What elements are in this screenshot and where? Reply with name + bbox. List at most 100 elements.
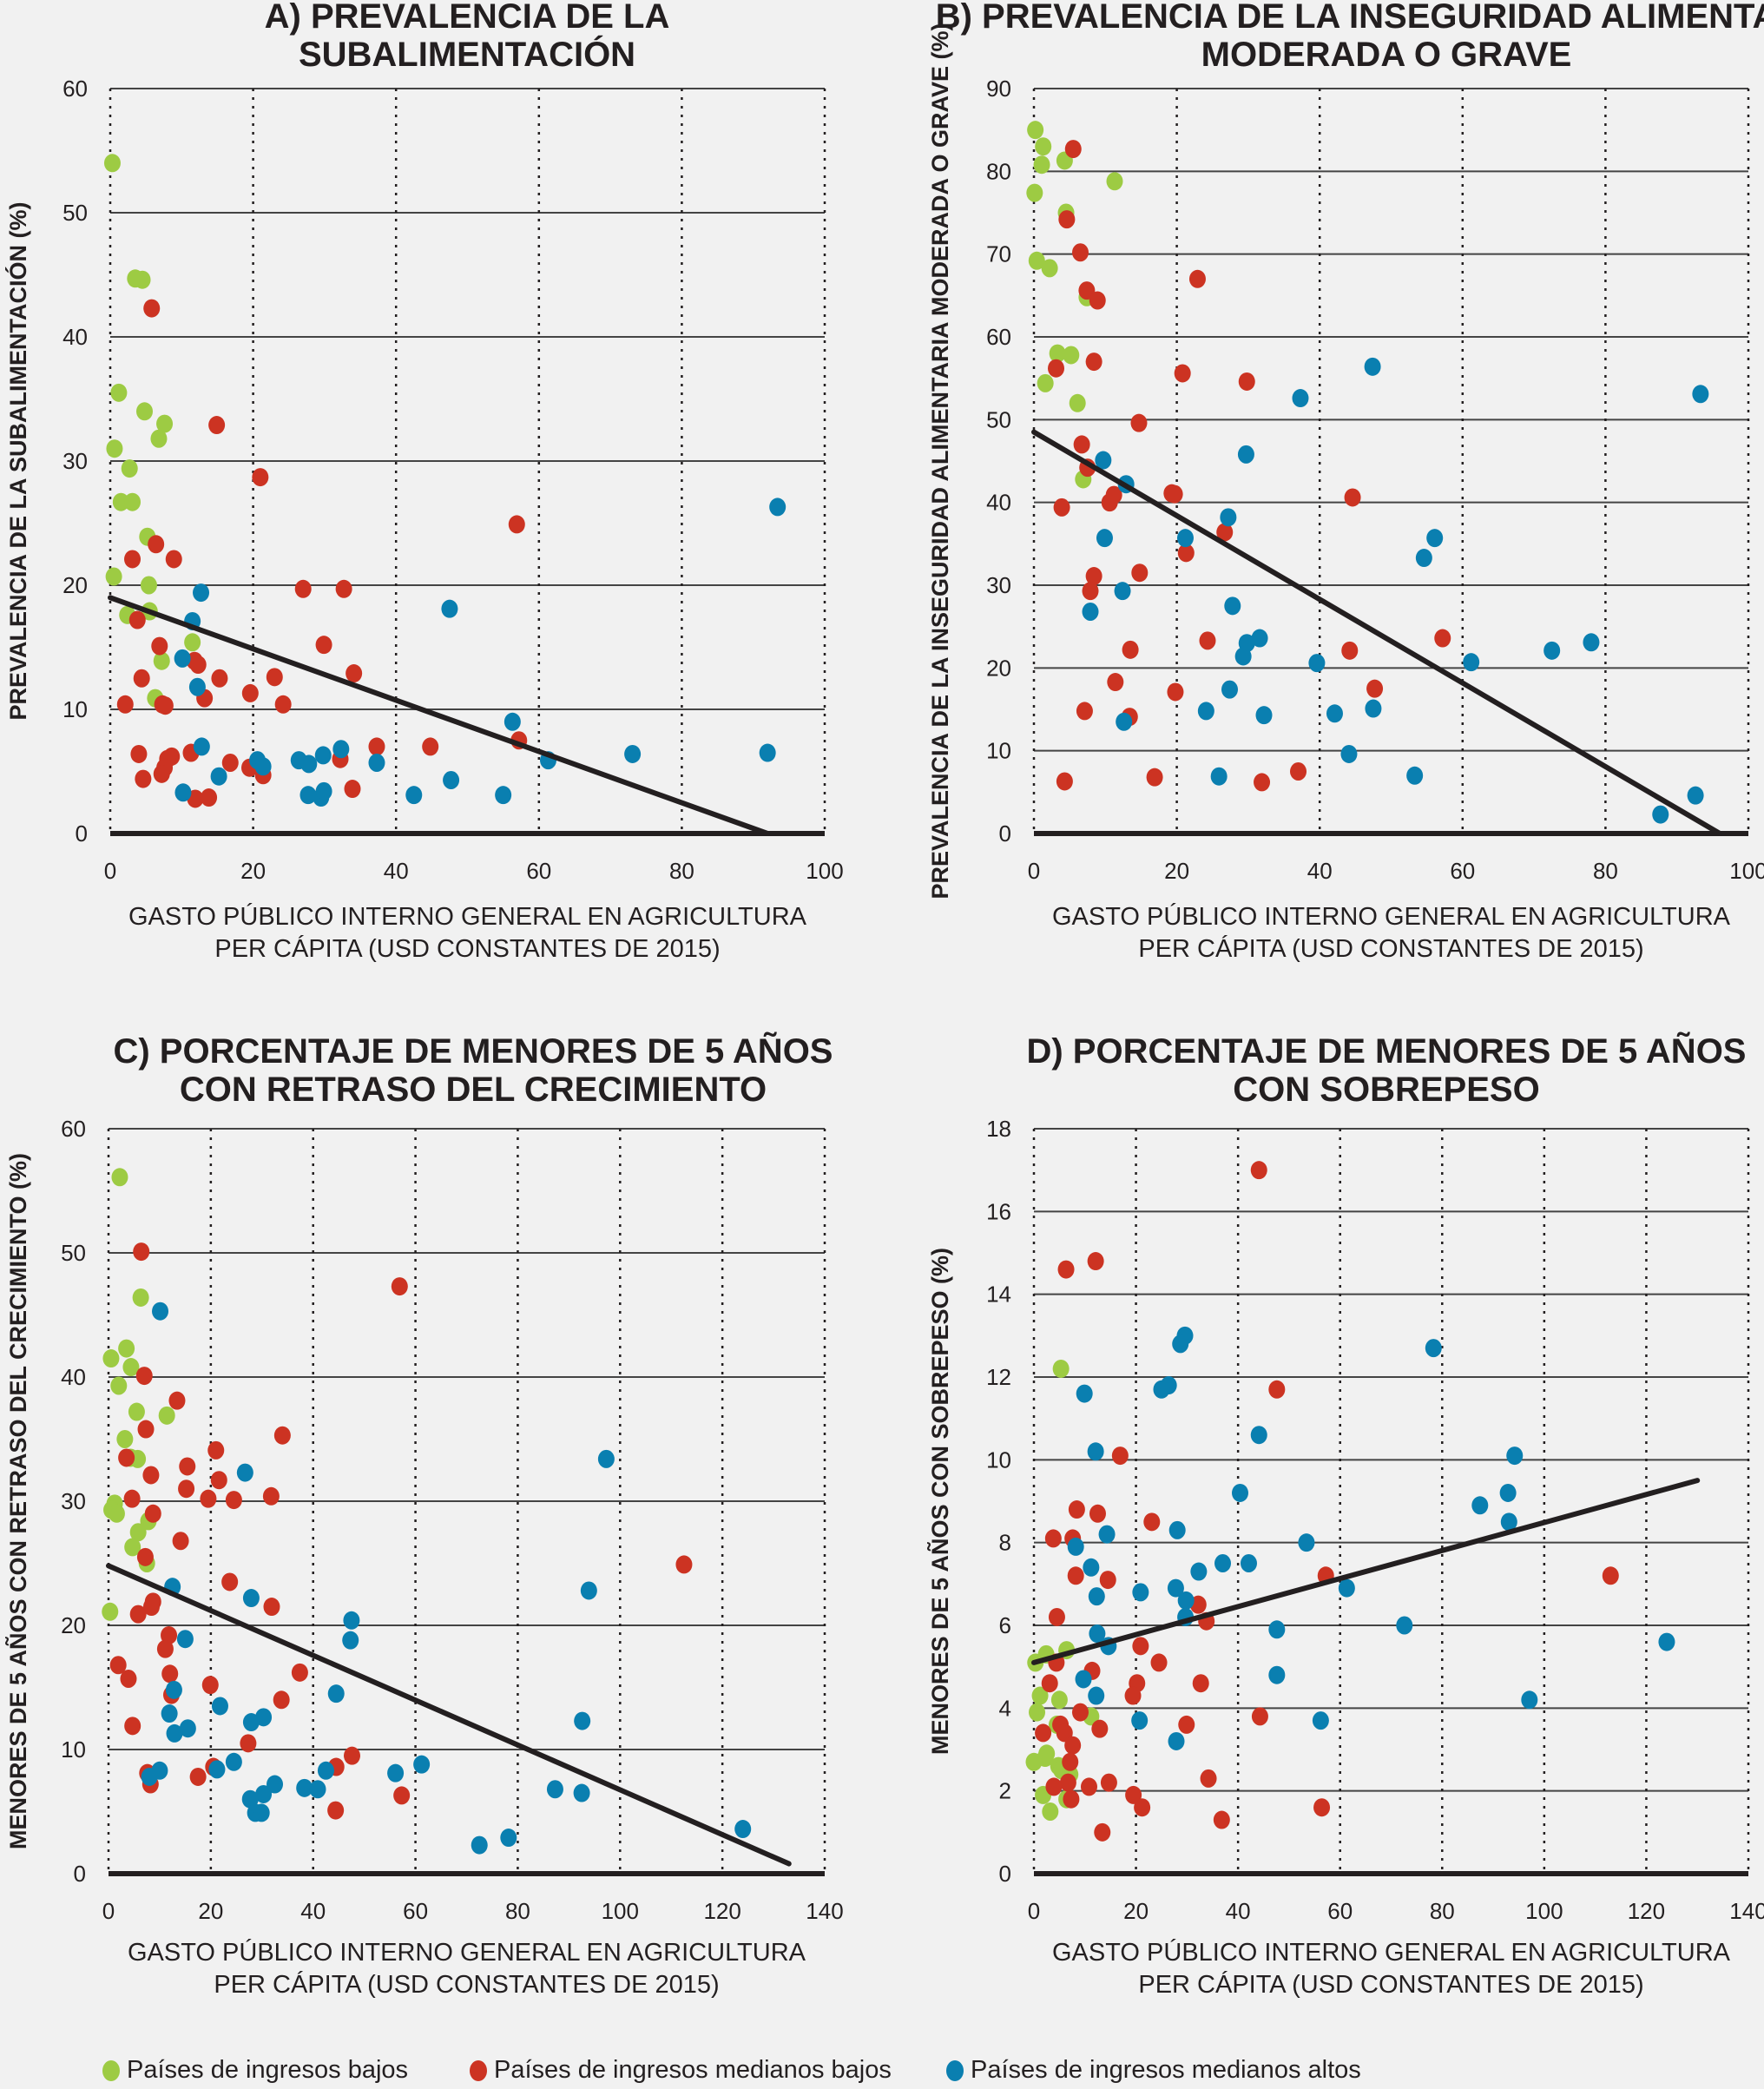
data-point-umid: [1499, 1483, 1517, 1502]
x-tick-label: 0: [104, 858, 116, 884]
data-point-umid: [1500, 1512, 1517, 1532]
data-point-lmid: [266, 668, 283, 687]
series-lmid: [1048, 140, 1451, 792]
data-point-umid: [1220, 508, 1237, 527]
x-tick-label: 100: [806, 858, 843, 884]
data-point-umid: [1075, 1670, 1092, 1689]
chart-title-line: MODERADA O GRAVE: [1201, 36, 1572, 74]
data-point-lmid: [1200, 1769, 1217, 1788]
y-tick-label: 0: [76, 820, 88, 847]
data-point-lmid: [161, 1625, 178, 1644]
data-point-lmid: [144, 1504, 161, 1523]
x-tick-label: 0: [1028, 858, 1040, 884]
data-point-umid: [1544, 641, 1561, 660]
y-tick-label: 30: [61, 1488, 86, 1514]
data-point-lmid: [1192, 1674, 1209, 1693]
data-point-low: [1033, 155, 1050, 175]
data-point-umid: [495, 786, 512, 805]
data-point-lmid: [422, 737, 439, 756]
trend-line: [1031, 429, 1723, 836]
data-point-lmid: [221, 753, 239, 772]
data-point-low: [1069, 393, 1086, 412]
data-point-umid: [1425, 1339, 1442, 1358]
legend-label-low-income: Países de ingresos bajos: [127, 2056, 409, 2084]
data-point-umid: [387, 1763, 405, 1783]
data-point-lmid: [1089, 1504, 1106, 1523]
chart-title-line: A) PREVALENCIA DE LA: [265, 0, 670, 36]
data-point-lmid: [129, 1605, 147, 1624]
data-point-lmid: [1146, 768, 1163, 787]
data-point-umid: [1168, 1520, 1186, 1539]
data-point-umid: [1692, 385, 1709, 404]
data-point-umid: [1082, 603, 1099, 622]
data-point-umid: [1214, 1554, 1232, 1572]
y-tick-label: 30: [986, 572, 1011, 598]
data-point-low: [184, 633, 201, 652]
data-point-lmid: [1058, 210, 1076, 229]
y-tick-label: 20: [63, 572, 88, 598]
data-point-lmid: [1434, 629, 1451, 648]
data-point-lmid: [252, 468, 269, 487]
data-point-lmid: [1064, 140, 1082, 159]
data-point-low: [122, 1358, 140, 1377]
data-point-low: [102, 1602, 119, 1621]
data-point-umid: [1172, 1334, 1189, 1354]
data-point-umid: [1083, 1558, 1100, 1577]
data-point-low: [103, 154, 121, 173]
data-point-lmid: [344, 780, 361, 799]
data-point-umid: [1234, 647, 1252, 666]
data-point-umid: [1190, 1562, 1208, 1581]
data-point-lmid: [189, 1767, 207, 1786]
trend-line: [1031, 1478, 1701, 1665]
data-point-lmid: [1048, 359, 1065, 378]
data-point-umid: [193, 737, 210, 756]
data-point-lmid: [1091, 1719, 1109, 1738]
data-point-umid: [1167, 1578, 1184, 1598]
x-tick-label: 40: [1307, 858, 1333, 884]
data-point-lmid: [1167, 682, 1184, 702]
data-point-lmid: [124, 1717, 142, 1736]
data-point-umid: [1298, 1533, 1315, 1552]
data-point-umid: [1658, 1632, 1675, 1651]
y-tick-label: 70: [986, 241, 1011, 267]
data-point-lmid: [1059, 1773, 1076, 1792]
legend-item-lower-middle-income: Países de ingresos medianos bajos: [470, 2056, 892, 2085]
data-point-umid: [166, 1723, 183, 1743]
data-point-umid: [296, 1778, 313, 1797]
y-tick-label: 0: [999, 820, 1011, 847]
data-point-umid: [242, 1589, 260, 1608]
data-point-lmid: [211, 669, 228, 688]
series-lmid: [1035, 1161, 1619, 1842]
y-axis-label: MENORES DE 5 AÑOS CON SOBREPESO (%): [926, 1248, 953, 1755]
data-point-lmid: [1124, 1686, 1142, 1705]
data-point-lmid: [1057, 1260, 1075, 1279]
y-tick-label: 0: [999, 1861, 1011, 1887]
y-tick-label: 16: [986, 1198, 1011, 1224]
chart-title-line: B) PREVALENCIA DE LA INSEGURIDAD ALIMENT…: [936, 0, 1764, 36]
data-point-lmid: [1177, 544, 1195, 563]
data-point-umid: [1096, 529, 1113, 548]
x-tick-label: 40: [1226, 1898, 1251, 1924]
series-lmid: [116, 299, 528, 808]
data-point-umid: [253, 1803, 270, 1822]
data-point-low: [1035, 137, 1052, 156]
y-tick-label: 60: [63, 76, 88, 102]
data-point-lmid: [240, 1734, 257, 1753]
data-point-lmid: [1080, 1777, 1097, 1796]
data-point-umid: [546, 1780, 563, 1799]
x-tick-label: 80: [1593, 858, 1618, 884]
trend-line: [108, 595, 771, 836]
x-axis-label: PER CÁPITA (USD CONSTANTES DE 2015): [214, 1970, 719, 1999]
data-point-umid: [441, 599, 458, 618]
data-point-lmid: [241, 683, 259, 702]
data-point-umid: [580, 1581, 597, 1600]
series-low: [1025, 1359, 1100, 1821]
data-point-lmid: [315, 636, 332, 655]
data-point-lmid: [1166, 484, 1183, 504]
data-point-lmid: [291, 1663, 308, 1682]
data-point-umid: [176, 1630, 194, 1649]
data-point-umid: [1095, 451, 1112, 470]
data-point-umid: [174, 649, 191, 668]
data-point-lmid: [1150, 1653, 1168, 1672]
